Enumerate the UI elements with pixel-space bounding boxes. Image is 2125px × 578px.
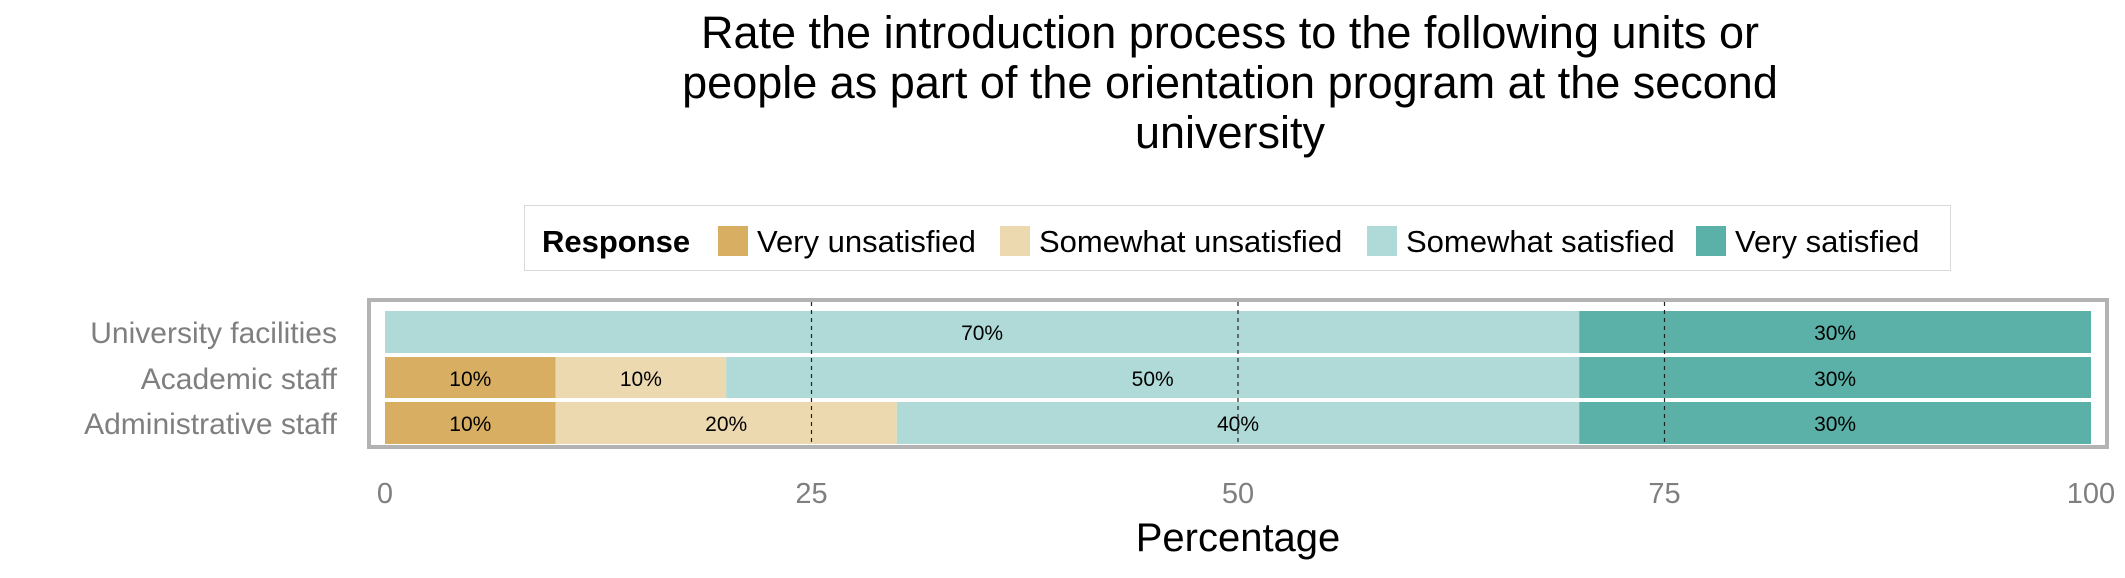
chart-title: Rate the introduction process to the fol…	[560, 8, 1900, 158]
legend-label: Somewhat satisfied	[1406, 224, 1675, 259]
legend-box	[524, 205, 1951, 271]
legend-key	[1367, 226, 1397, 256]
data-label: 10%	[620, 368, 662, 391]
x-tick-label: 100	[2067, 478, 2115, 510]
chart-title-line: university	[1134, 107, 1326, 158]
data-label: 10%	[449, 413, 491, 436]
data-label: 10%	[449, 368, 491, 391]
x-tick-label: 75	[1648, 478, 1680, 510]
category-label: University facilities	[90, 317, 337, 350]
legend-label: Very satisfied	[1735, 224, 1919, 259]
data-label: 70%	[961, 322, 1003, 345]
data-label: 30%	[1814, 413, 1856, 436]
category-label: Academic staff	[141, 363, 338, 396]
x-axis-title: Percentage	[1136, 516, 1341, 560]
x-tick-label: 25	[795, 478, 827, 510]
legend-key	[1000, 226, 1030, 256]
data-label: 20%	[705, 413, 747, 436]
data-label: 30%	[1814, 322, 1856, 345]
bar-segment	[385, 357, 556, 399]
legend-title: Response	[542, 224, 690, 259]
chart-title-line: people as part of the orientation progra…	[682, 57, 1778, 108]
data-label: 30%	[1814, 368, 1856, 391]
category-label: Administrative staff	[84, 408, 338, 441]
bar-segment	[555, 402, 897, 444]
x-tick-label: 50	[1222, 478, 1254, 510]
legend-key	[718, 226, 748, 256]
legend-key	[1696, 226, 1726, 256]
plot-panel-border	[367, 298, 2109, 449]
x-tick-label: 0	[377, 478, 393, 510]
bar-segment	[726, 357, 1580, 399]
data-label: 50%	[1132, 368, 1174, 391]
chart-title-line: Rate the introduction process to the fol…	[700, 7, 1760, 58]
legend-label: Somewhat unsatisfied	[1039, 224, 1342, 259]
bar-segment	[555, 357, 727, 399]
bar-segment	[385, 402, 556, 444]
legend-label: Very unsatisfied	[757, 224, 976, 259]
bar-segment	[385, 311, 1580, 353]
